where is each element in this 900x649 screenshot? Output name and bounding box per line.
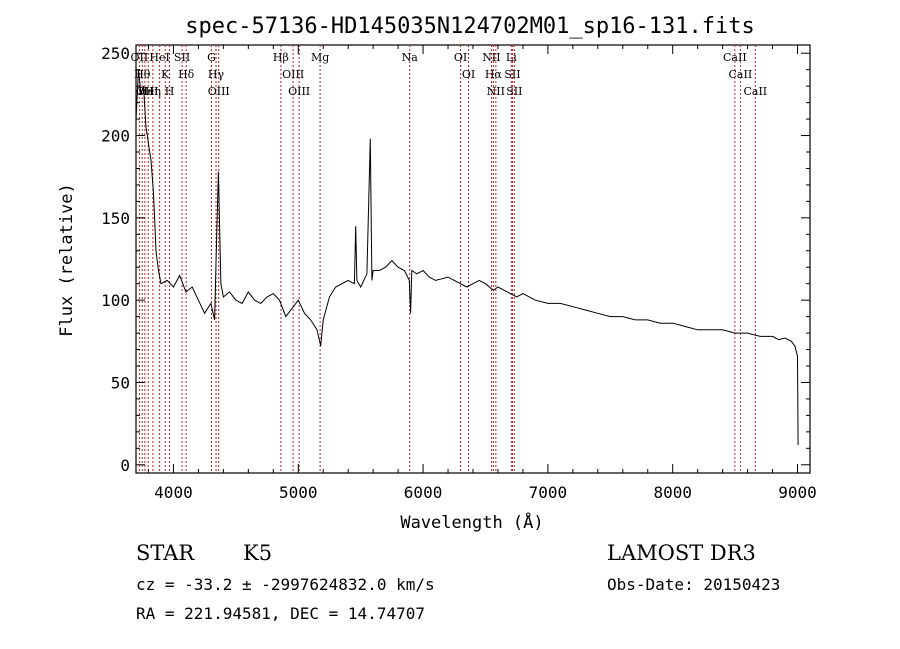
line-marker-label: Hα — [485, 68, 503, 81]
y-tick-label: 100 — [101, 291, 130, 310]
observation-date: Obs-Date: 20150423 — [607, 575, 780, 594]
spectrum-line — [135, 69, 799, 446]
line-marker-label: K — [161, 68, 170, 81]
line-marker-label: Li — [506, 51, 517, 64]
line-marker-label: OIII — [208, 85, 230, 98]
line-marker-label: CaII — [729, 68, 753, 81]
line-marker-label: Hη — [145, 85, 161, 98]
line-markers — [138, 45, 756, 473]
y-tick-label: 50 — [111, 373, 130, 392]
line-marker-label: OIII — [288, 85, 310, 98]
y-axis-ticks: 0 50 100 150 200 250 — [101, 44, 810, 475]
line-marker-label: SII — [506, 85, 522, 98]
coordinates: RA = 221.94581, DEC = 14.74707 — [136, 604, 425, 623]
line-marker-label: CaII — [723, 51, 747, 64]
object-subclass: K5 — [243, 541, 272, 565]
chart-title: spec-57136-HD145035N124702M01_sp16-131.f… — [185, 14, 755, 39]
line-marker-label: Hγ — [208, 68, 225, 81]
line-marker-label: Na — [402, 51, 419, 64]
line-marker-label: OI — [462, 68, 475, 81]
line-marker-label: H — [165, 85, 175, 98]
y-tick-label: 150 — [101, 209, 130, 228]
line-marker-label: HeI — [149, 51, 169, 64]
y-tick-label: 250 — [101, 44, 130, 63]
line-marker-label: Hβ — [273, 51, 289, 64]
plot-frame — [135, 44, 811, 474]
object-class: STAR — [136, 541, 195, 565]
line-marker-label: SII — [504, 68, 520, 81]
x-axis-ticks: 4000 5000 6000 7000 8000 9000 — [147, 45, 817, 502]
line-marker-label: OI — [454, 51, 467, 64]
survey-name: LAMOST DR3 — [607, 541, 756, 565]
line-marker-label: OIII — [282, 68, 304, 81]
line-marker-label: G — [207, 51, 216, 64]
y-tick-label: 200 — [101, 127, 130, 146]
x-axis-label: Wavelength (Å) — [400, 511, 543, 533]
redshift-line: cz = -33.2 ± -2997624832.0 km/s — [136, 575, 435, 594]
x-tick-label: 4000 — [154, 483, 193, 502]
line-marker-label: NII — [487, 85, 505, 98]
line-marker-label: CaII — [743, 85, 767, 98]
line-marker-label: SII — [174, 51, 190, 64]
x-tick-label: 6000 — [404, 483, 443, 502]
x-tick-label: 9000 — [778, 483, 817, 502]
line-marker-label: OII — [131, 51, 149, 64]
line-marker-label: Hδ — [178, 68, 195, 81]
line-marker-label: NII — [482, 51, 500, 64]
y-axis-label: Flux (relative) — [57, 183, 77, 337]
y-tick-label: 0 — [120, 456, 130, 475]
x-tick-label: 7000 — [529, 483, 568, 502]
line-marker-labels: OIIHθOIIHeIHηHeIKHSIIHδGHγOIIIHβOIIIOIII… — [131, 51, 768, 98]
x-tick-label: 8000 — [653, 483, 692, 502]
x-tick-label: 5000 — [279, 483, 318, 502]
line-marker-label: Mg — [311, 51, 329, 64]
